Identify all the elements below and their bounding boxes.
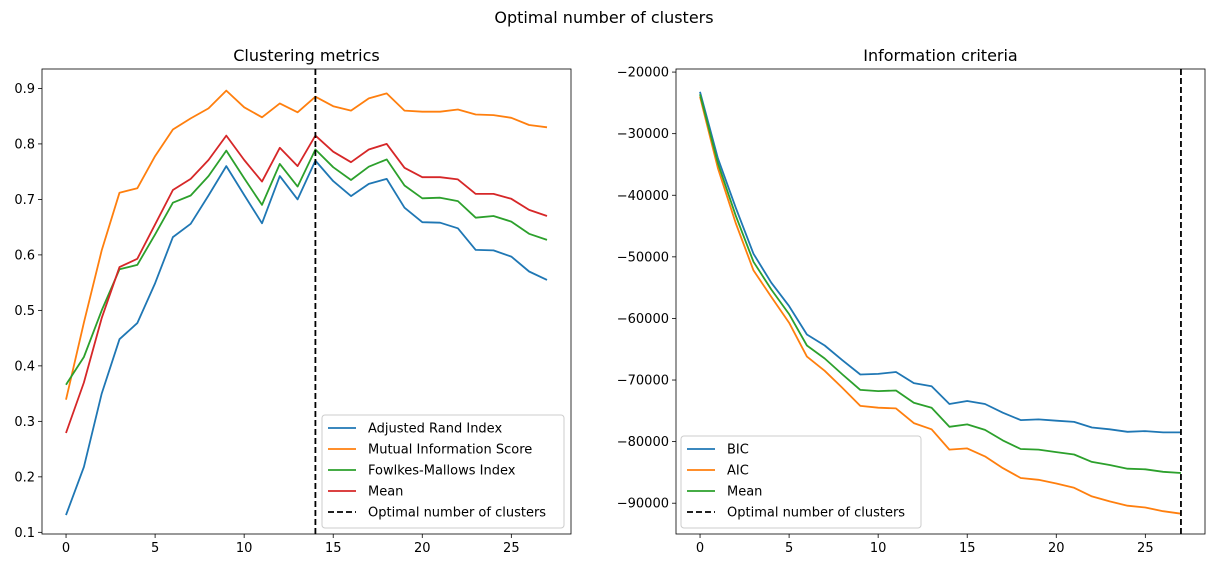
legend-label: Mean (727, 485, 762, 500)
series-line-1 (699, 91, 1181, 434)
y-tick-label: 0.5 (14, 304, 35, 319)
series-line-2 (699, 96, 1182, 515)
series-line-2 (65, 89, 548, 400)
series-line-1 (65, 159, 548, 516)
legend-label: Optimal number of clusters (368, 506, 546, 521)
legend-label: Optimal number of clusters (727, 506, 905, 521)
axes-frame (675, 68, 1206, 535)
legend-box (680, 435, 922, 529)
legend-label: BIC (727, 443, 749, 458)
y-tick-label: 0.9 (14, 82, 35, 97)
y-tick-label: 0.2 (14, 470, 35, 485)
x-tick-label: 15 (959, 541, 976, 556)
y-tick-label: −40000 (617, 189, 669, 204)
legend-label: Mutual Information Score (368, 443, 532, 458)
y-tick-label: −20000 (617, 66, 669, 81)
x-tick-label: 25 (1137, 541, 1154, 556)
information-criteria-chart: Information criteria 0 5 10 15 20 25 −90000 −800… (617, 46, 1206, 556)
x-tick-label: 10 (236, 541, 253, 556)
x-tick-label: 20 (414, 541, 431, 556)
y-tick-label: −60000 (617, 312, 669, 327)
clustering-metrics-chart: Clustering metrics 0 5 10 15 20 25 0.1 0.2 0.3 0.4… (14, 46, 572, 556)
legend-label: Mean (368, 485, 403, 500)
chart-title: Information criteria (863, 46, 1017, 65)
legend: Adjusted Rand Index Mutual Information Sc… (321, 414, 565, 529)
legend-label: Adjusted Rand Index (368, 422, 502, 437)
y-tick-label: 0.1 (14, 526, 35, 541)
y-tick-label: −30000 (617, 127, 669, 142)
y-tick-label: 0.4 (14, 359, 35, 374)
y-tick-label: −90000 (617, 497, 669, 512)
y-tick-label: 0.7 (14, 193, 35, 208)
y-tick-label: −50000 (617, 250, 669, 265)
y-tick-label: −80000 (617, 435, 669, 450)
y-tick-label: −70000 (617, 374, 669, 389)
series-line-3 (699, 94, 1182, 474)
series-line-3 (65, 148, 548, 386)
x-tick-label: 5 (151, 541, 159, 556)
legend-label: Fowlkes-Mallows Index (368, 464, 516, 479)
y-tick-label: 0.6 (14, 248, 35, 263)
x-tick-label: 0 (62, 541, 70, 556)
series-line-4 (65, 134, 548, 434)
legend-box (321, 414, 565, 529)
x-tick-label: 5 (785, 541, 793, 556)
x-tick-label: 15 (325, 541, 342, 556)
legend-label: AIC (727, 464, 749, 479)
x-tick-label: 20 (1048, 541, 1065, 556)
y-tick-label: 0.3 (14, 415, 35, 430)
axes-frame (41, 68, 572, 535)
chart-title: Clustering metrics (233, 46, 379, 65)
x-tick-label: 10 (870, 541, 887, 556)
legend: BIC AIC Mean Optimal number of clusters (680, 435, 922, 529)
figure-title: Optimal number of clusters (494, 8, 713, 27)
x-tick-label: 0 (696, 541, 704, 556)
x-tick-label: 25 (503, 541, 520, 556)
y-tick-label: 0.8 (14, 137, 35, 152)
